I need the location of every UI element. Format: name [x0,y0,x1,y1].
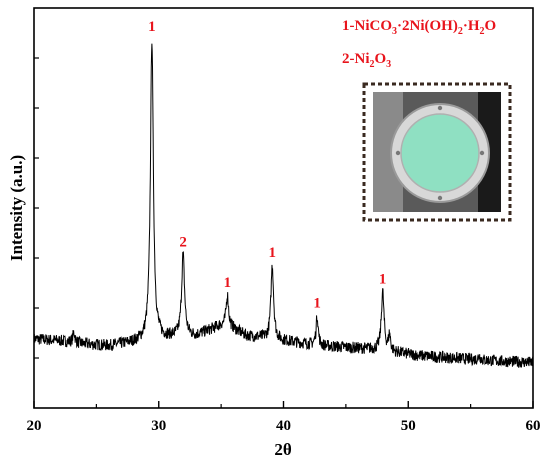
x-tick-label: 50 [401,418,416,434]
peak-label: 1 [224,275,232,291]
legend-entry-2: 2-Ni2O3 [342,51,391,70]
peak-label: 1 [379,272,387,288]
legend-entry-1: 1-NiCO3·2Ni(OH)2·H2O [342,18,496,37]
x-tick-label: 60 [526,418,541,434]
inset-screw-icon [437,195,443,201]
peak-label: 1 [313,295,321,311]
peak-label: 1 [148,19,156,35]
peak-label: 2 [179,235,187,251]
inset-photo [362,82,512,222]
peak-labels: 1 2 1 1 1 1 [148,19,386,311]
x-tick-label: 40 [276,418,291,434]
y-axis-ticks [34,57,39,359]
inset-screw-icon [479,150,485,156]
inset-screw-icon [395,150,401,156]
x-axis-title: 2θ [274,440,292,459]
peak-label: 1 [269,245,277,261]
x-axis-ticks: 20 30 40 50 60 [27,401,541,434]
inset-sample-disc [400,113,480,193]
xrd-pattern-line [33,43,534,368]
inset-screw-icon [437,105,443,111]
x-tick-label: 20 [27,418,42,434]
legend: 1-NiCO3·2Ni(OH)2·H2O 2-Ni2O3 [342,18,496,70]
x-tick-label: 30 [151,418,166,434]
y-axis-title: Intensity (a.u.) [7,155,26,261]
